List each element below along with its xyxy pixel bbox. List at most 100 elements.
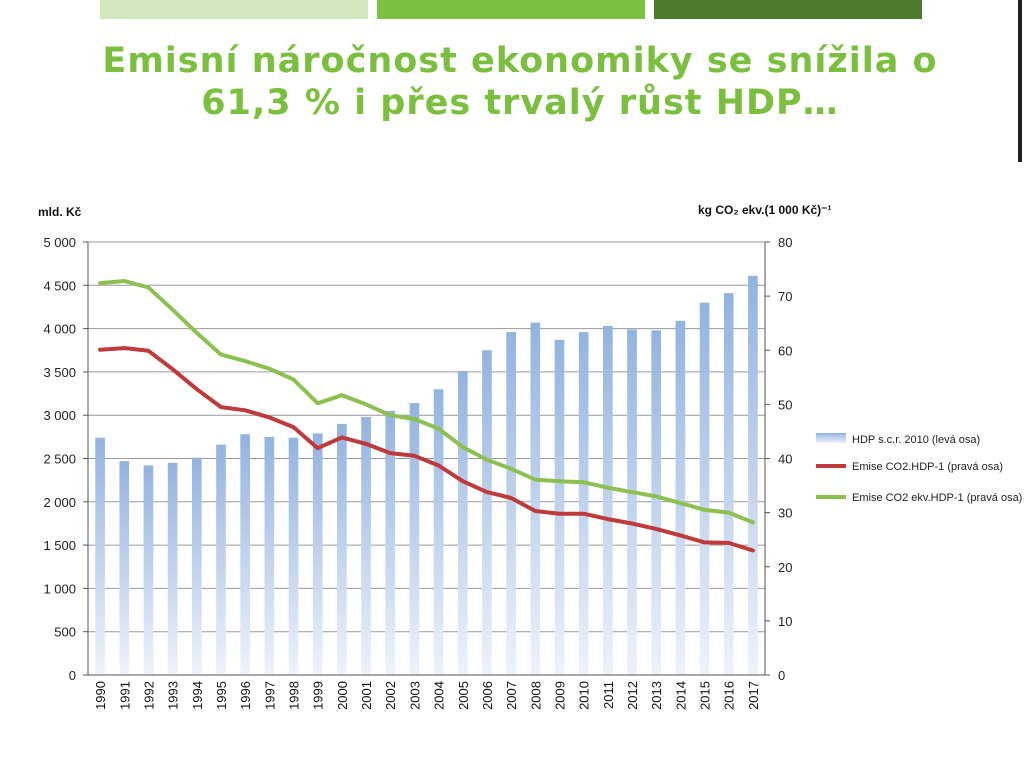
line-point [461,479,465,483]
bar-hdp-1997 [264,436,275,675]
bar-hdp-2013 [651,330,662,675]
bar-series [95,275,758,675]
right-axis-tick-label: 80 [778,235,792,250]
right-axis-tick-label: 60 [778,343,792,358]
line-point [606,486,610,490]
bar-hdp-1996 [240,434,250,675]
line-point [727,541,731,545]
bar-hdp-2005 [457,371,468,675]
line-point [243,359,247,363]
line-point [340,393,344,397]
line-point [171,367,175,371]
x-tick-label: 2003 [407,681,422,710]
x-tick-label: 2012 [625,681,640,710]
bar-hdp-1993 [167,462,178,675]
line-point [703,508,707,512]
line-point [678,501,682,505]
line-point [654,527,658,531]
x-tick-label: 1994 [190,681,205,710]
bar-hdp-1999 [312,433,323,675]
line-point [606,517,610,521]
decorative-bar-dark [654,0,922,19]
bar-hdp-2000 [337,423,347,675]
line-point [195,387,199,391]
x-tick-label: 2002 [383,681,398,710]
bar-hdp-2006 [482,350,492,675]
line-point [582,480,586,484]
line-point [243,408,247,412]
x-tick-label: 1998 [287,681,302,710]
legend-label: Emise CO2 ekv.HDP-1 (pravá osa) [852,492,1022,504]
line-point [412,417,416,421]
line-point [340,435,344,439]
bar-hdp-2007 [506,332,516,675]
x-tick-label: 1995 [214,681,229,710]
line-point [533,509,537,513]
x-tick-label: 2017 [746,681,761,710]
line-point [98,281,102,285]
right-axis-tick-label: 70 [778,289,792,304]
edge-divider-line [1018,0,1022,162]
line-point [364,442,368,446]
x-tick-label: 2008 [528,681,543,710]
x-tick-label: 2006 [480,681,495,710]
x-tick-label: 2015 [698,681,713,710]
right-axis-tick-label: 10 [778,614,792,629]
x-tick-label: 1997 [262,681,277,710]
bar-hdp-2010 [578,332,589,675]
line-emise-co2 [98,346,755,553]
bar-hdp-2015 [699,302,710,675]
x-tick-label: 1992 [141,681,156,710]
line-point [437,427,441,431]
line-point [630,521,634,525]
line-series [98,279,755,553]
slide-title: Emisní náročnost ekonomiky se snížila o … [60,40,980,124]
slide-title-line-2: 61,3 % i přes trvalý růst HDP… [201,83,839,123]
x-tick-label: 2001 [359,681,374,710]
x-tick-label: 2004 [432,681,447,710]
line-point [412,454,416,458]
left-axis-tick-label: 0 [69,668,76,683]
decorative-bar-light [100,0,368,19]
x-tick-label: 2005 [456,681,471,710]
line-point [292,425,296,429]
line-point [751,549,755,553]
right-axis-unit: kg CO₂ ekv.(1 000 Kč)⁻¹ [698,203,832,217]
decorative-bar-mid [377,0,645,19]
x-tick-label: 1990 [93,681,108,710]
left-axis-tick-label: 4 500 [43,278,76,293]
bar-hdp-1991 [119,461,130,675]
left-axis-tick-label: 1 000 [43,581,76,596]
right-axis-tick-label: 0 [778,668,785,683]
bar-hdp-1994 [191,457,202,675]
left-axis-unit: mld. Kč [38,205,82,219]
x-tick-label: 2007 [504,681,519,710]
right-axis-tick-label: 50 [778,397,792,412]
line-point [171,308,175,312]
left-axis-tick-label: 2 000 [43,495,76,510]
x-tick-label: 1991 [117,681,132,710]
x-tick-label: 2000 [335,681,350,710]
right-axis-tick-label: 20 [778,560,792,575]
line-point [146,349,150,353]
line-point [630,490,634,494]
bar-hdp-2008 [530,322,541,675]
bar-hdp-1992 [143,465,154,675]
line-point [146,285,150,289]
x-tick-label: 2013 [649,681,664,710]
line-point [98,348,102,352]
bar-hdp-2009 [554,339,565,675]
line-point [703,540,707,544]
line-point [388,451,392,455]
line-point [751,520,755,524]
bar-hdp-2014 [675,320,686,675]
bar-hdp-1998 [288,437,299,675]
line-point [437,464,441,468]
bar-hdp-2002 [385,410,396,675]
bar-hdp-2012 [627,329,637,675]
line-point [485,458,489,462]
legend-swatch-bar [816,433,846,443]
line-emise-co2-ekv [98,279,755,525]
x-tick-label: 2014 [673,681,688,710]
line-point [292,377,296,381]
